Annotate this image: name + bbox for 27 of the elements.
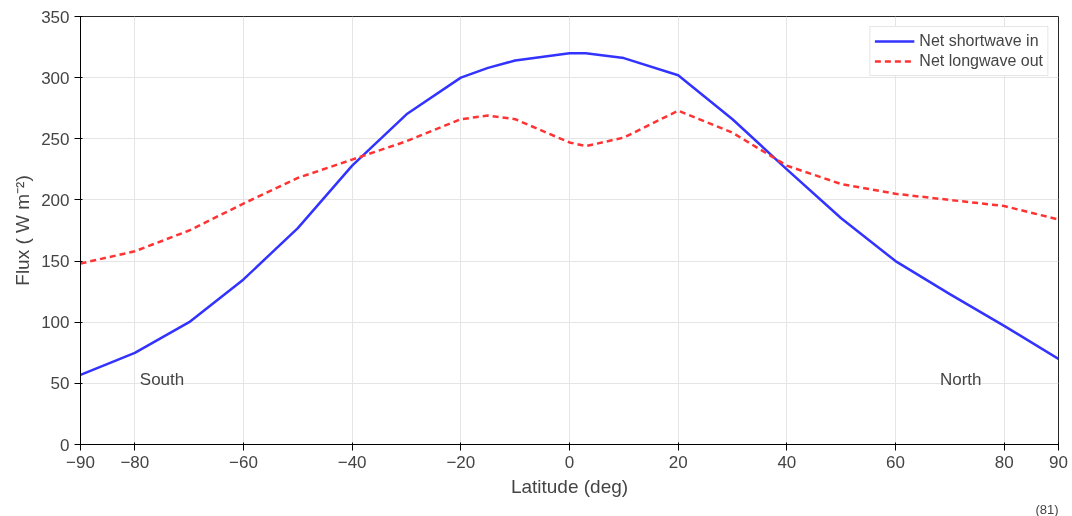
legend-label: Net longwave out bbox=[919, 52, 1043, 70]
annotation: North bbox=[939, 370, 982, 390]
x-tick-label: 40 bbox=[777, 452, 797, 472]
y-tick-label: 0 bbox=[60, 435, 70, 455]
x-tick-label: 20 bbox=[668, 452, 688, 472]
x-tick-label: −20 bbox=[446, 452, 476, 472]
line-series bbox=[80, 109, 1059, 265]
y-tick-label: 50 bbox=[50, 374, 70, 394]
y-tick-label: 200 bbox=[41, 190, 70, 210]
x-tick-label: 0 bbox=[564, 452, 575, 472]
x-tick-label: 60 bbox=[886, 452, 905, 472]
x-tick-label: 80 bbox=[994, 452, 1014, 472]
x-tick-label: −90 bbox=[66, 452, 95, 472]
x-tick-label: −60 bbox=[229, 452, 258, 472]
y-axis-title: Flux ( W m⁻²) bbox=[12, 175, 34, 286]
legend-label: Net shortwave in bbox=[919, 32, 1039, 50]
x-tick-label: 90 bbox=[1049, 452, 1068, 472]
annotation: South bbox=[139, 370, 185, 390]
y-tick-label: 250 bbox=[41, 129, 70, 149]
text: (81) bbox=[1035, 501, 1059, 516]
y-tick-label: 150 bbox=[41, 252, 70, 272]
x-axis-title: Latitude (deg) bbox=[510, 475, 629, 497]
x-tick-label: −40 bbox=[337, 452, 367, 472]
x-tick-label: −80 bbox=[120, 452, 150, 472]
y-tick-label: 300 bbox=[41, 68, 70, 88]
y-tick-label: 100 bbox=[41, 313, 70, 333]
y-tick-label: 350 bbox=[41, 7, 70, 27]
